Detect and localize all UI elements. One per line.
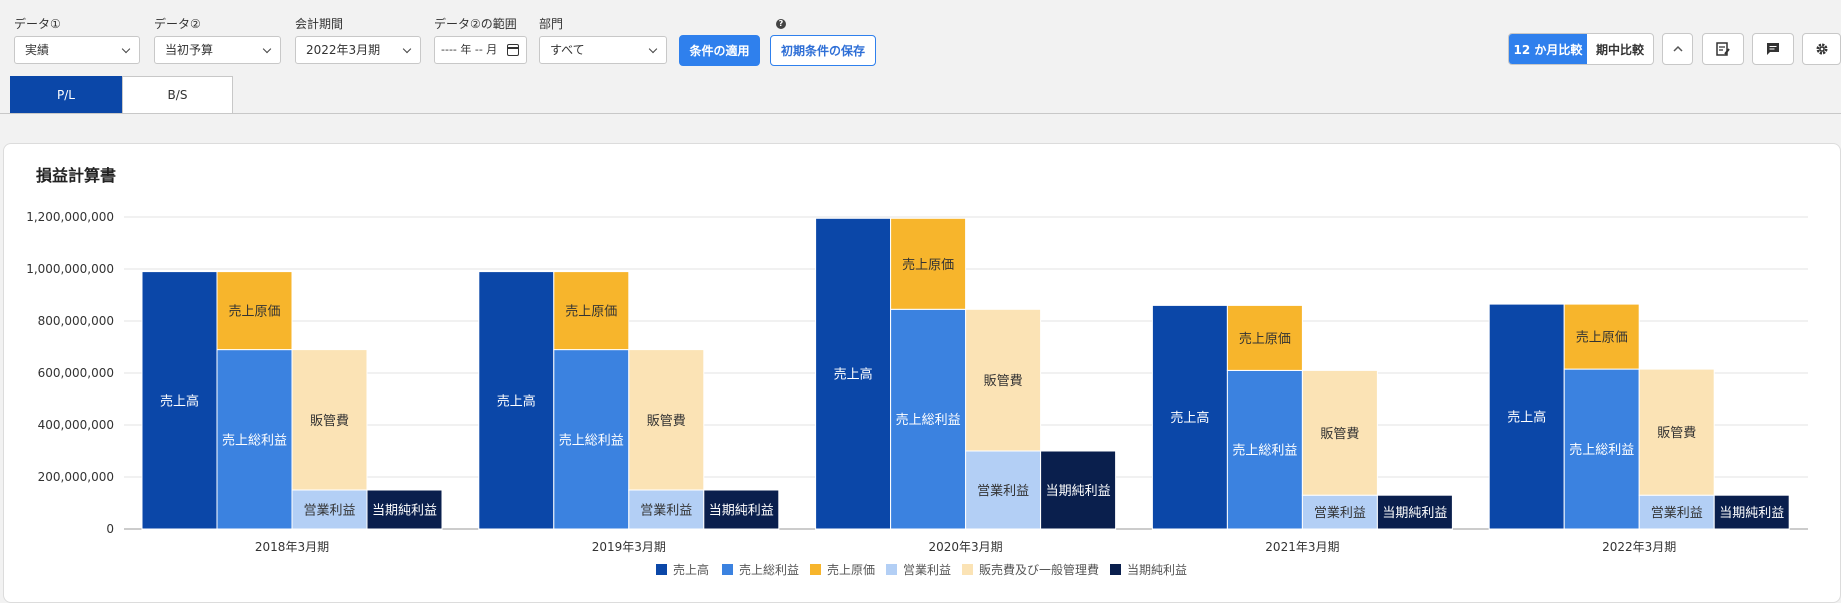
tab-pl[interactable]: P/L: [10, 76, 122, 113]
data2-value: 当初予算: [165, 43, 214, 57]
data1-value: 実績: [25, 43, 50, 57]
compare-toggle: 12 か月比較 期中比較: [1508, 33, 1654, 65]
period-select[interactable]: 2022年3月期: [295, 36, 421, 64]
period-label: 会計期間: [295, 17, 344, 31]
edit-note-icon: [1716, 42, 1730, 56]
comment-icon: [1767, 43, 1779, 55]
data2-select[interactable]: 当初予算: [154, 36, 281, 64]
department-label: 部門: [539, 17, 564, 31]
chevron-down-icon: [402, 44, 412, 54]
twelve-month-compare-button[interactable]: 12 か月比較: [1509, 34, 1587, 64]
period-filter: 会計期間 2022年3月期: [295, 16, 421, 64]
toolbar: データ① 実績 データ② 当初予算 会計期間 2022年3月期 データ②の範囲 …: [0, 0, 1841, 76]
department-filter: 部門 すべて: [539, 16, 667, 64]
collapse-button[interactable]: [1662, 33, 1693, 65]
department-value: すべて: [550, 43, 585, 57]
chevron-down-icon: [121, 44, 131, 54]
statement-tabs: P/L B/S: [0, 76, 1841, 114]
department-select[interactable]: すべて: [539, 36, 667, 64]
save-defaults-button[interactable]: 初期条件の保存: [770, 35, 876, 66]
comment-button[interactable]: [1752, 33, 1794, 65]
tab-bs[interactable]: B/S: [122, 76, 233, 113]
chart-card: 損益計算書: [3, 143, 1841, 603]
chevron-down-icon: [648, 44, 658, 54]
data1-label: データ①: [14, 17, 61, 31]
calendar-icon: [507, 44, 519, 56]
range-value: ---- 年 -- 月: [441, 43, 498, 56]
mid-period-compare-button[interactable]: 期中比較: [1595, 42, 1644, 57]
range-label: データ②の範囲: [434, 17, 517, 31]
help-icon[interactable]: ?: [776, 19, 786, 29]
range-date-input[interactable]: ---- 年 -- 月: [434, 36, 527, 64]
data1-filter: データ① 実績: [14, 16, 140, 64]
data1-select[interactable]: 実績: [14, 36, 140, 64]
chart-title: 損益計算書: [36, 166, 117, 185]
chevron-up-icon: [1672, 45, 1683, 52]
chevron-down-icon: [262, 44, 272, 54]
edit-note-button[interactable]: [1702, 33, 1744, 65]
range-filter: データ②の範囲 ---- 年 -- 月: [434, 16, 527, 64]
data2-filter: データ② 当初予算: [154, 16, 281, 64]
gear-icon: [1816, 43, 1827, 55]
data2-label: データ②: [154, 17, 201, 31]
settings-button[interactable]: [1802, 33, 1841, 65]
apply-button[interactable]: 条件の適用: [679, 35, 760, 66]
period-value: 2022年3月期: [306, 43, 381, 57]
